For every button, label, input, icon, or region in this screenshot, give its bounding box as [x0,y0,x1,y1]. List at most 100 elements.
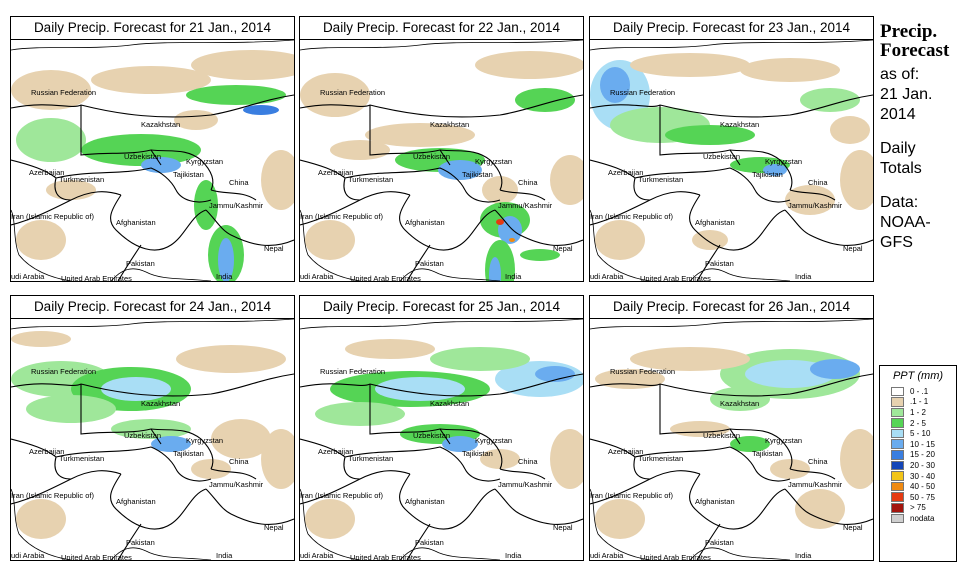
country-label-jammu: Jammu/Kashmir [788,480,843,489]
country-label-jammu: Jammu/Kashmir [498,201,553,210]
country-border [150,149,214,191]
legend-swatch [891,407,904,418]
legend-swatch [891,503,904,513]
side-title-line1: Precip. [880,21,938,42]
precip-field [11,40,294,281]
precip-area [595,499,645,539]
country-label-india: India [216,272,233,281]
precip-area [509,238,515,242]
country-border [11,383,82,388]
legend-label: > 75 [910,503,926,513]
precip-area [430,347,530,371]
coastline [110,268,212,281]
country-label-kazakhstan: Kazakhstan [720,399,760,408]
panel-title: Daily Precip. Forecast for 21 Jan., 2014 [11,17,294,40]
precip-field [300,319,583,560]
precip-area [305,499,355,539]
country-border [789,189,836,201]
precip-area [81,134,201,166]
country-border [344,446,466,470]
precip-map: Russian Federation Kazakhstan Uzbekistan Ky… [11,319,294,560]
coastline [300,40,583,51]
country-border [590,383,661,388]
legend-label: 2 - 5 [910,418,927,428]
country-border [150,428,214,470]
coastline [300,209,361,281]
precip-area [810,359,860,379]
country-border [54,177,72,201]
country-label-turkmenistan: Turkmenistan [59,454,105,463]
coastline [689,547,791,560]
forecast-panel-23-jan: Daily Precip. Forecast for 23 Jan., 2014… [589,16,874,282]
country-label-nepal: Nepal [843,523,863,532]
legend-item: 40 - 50 [891,481,956,492]
country-border [499,189,546,201]
country-label-india: India [505,272,522,281]
country-label-jammu: Jammu/Kashmir [209,480,264,489]
precip-area [438,160,482,180]
country-border [343,456,361,480]
country-label-tajikistan: Tajikistan [752,449,783,458]
country-label-azerbaijan: Azerbaijan [29,447,65,456]
country-border [729,428,793,470]
country-border [439,428,503,470]
country-border [369,105,451,166]
legend-swatch [891,492,904,503]
country-label-pakistan: Pakistan [705,259,734,268]
coastline [399,547,501,560]
country-border [494,209,583,246]
country-border [406,244,431,281]
precip-area [211,419,271,459]
precip-area [840,150,873,210]
country-label-afghanistan: Afghanistan [116,497,156,506]
legend-item: 30 - 40 [891,471,956,482]
country-label-nepal: Nepal [264,523,284,532]
country-label-india: India [795,272,812,281]
precip-area [315,402,405,426]
country-label-afghanistan: Afghanistan [695,497,735,506]
country-label-uzbekistan: Uzbekistan [703,152,741,161]
precip-area [795,489,845,529]
as-of-label: as of: [880,66,920,83]
country-label-nepal: Nepal [553,244,573,253]
country-label-jammu: Jammu/Kashmir [209,201,264,210]
precip-area [91,66,211,94]
coastline [590,40,873,51]
precip-area [174,110,218,130]
country-label-turkmenistan: Turkmenistan [348,454,394,463]
country-label-kyrgyzstan: Kyrgyzstan [765,436,803,445]
legend-title: PPT (mm) [892,370,944,382]
precip-area [26,395,116,423]
precip-field [590,40,873,281]
country-label-china: China [229,178,249,187]
precip-area [595,220,645,260]
country-label-kazakhstan: Kazakhstan [141,120,181,129]
country-border [634,446,756,470]
panel-title: Daily Precip. Forecast for 22 Jan., 2014 [300,17,583,40]
country-border [11,104,82,109]
country-label-saudi: udi Arabia [11,272,45,281]
data-source-line3: GFS [880,234,913,251]
forecast-panel-21-jan: Daily Precip. Forecast for 21 Jan., 2014… [10,16,295,282]
country-label-jammu: Jammu/Kashmir [788,201,843,210]
country-label-iran: Iran (Islamic Republic of) [300,491,383,500]
country-border [754,189,791,203]
country-border [54,456,72,480]
precip-area [840,429,873,489]
precip-area [345,339,435,359]
country-label-china: China [229,457,249,466]
precip-area [740,58,840,82]
legend-swatch [891,397,904,407]
country-border [696,523,721,560]
country-border [343,177,361,201]
forecast-panel-22-jan: Daily Precip. Forecast for 22 Jan., 2014… [299,16,584,282]
precip-area [665,125,755,145]
country-border [633,177,651,201]
country-label-kazakhstan: Kazakhstan [141,399,181,408]
country-border [633,456,651,480]
coastline [300,319,583,330]
precip-area [480,449,520,469]
legend-item: 20 - 30 [891,460,956,471]
country-border [464,468,501,482]
